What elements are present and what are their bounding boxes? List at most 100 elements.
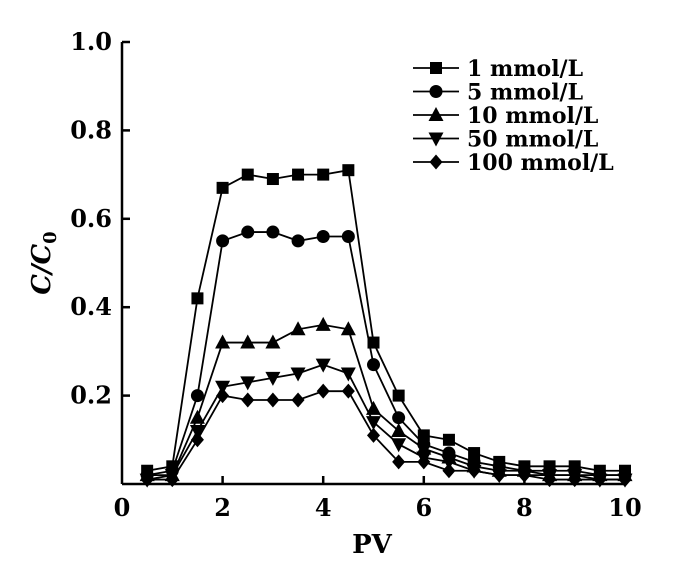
legend-marker <box>429 154 443 170</box>
y-tick-label: 1.0 <box>70 27 112 56</box>
data-point <box>190 432 204 448</box>
data-point <box>341 383 355 399</box>
data-point <box>315 316 331 331</box>
data-point <box>290 367 306 382</box>
data-point <box>265 371 281 386</box>
legend-marker <box>428 107 444 121</box>
data-point <box>517 467 531 483</box>
data-point <box>416 440 432 455</box>
data-point <box>266 173 279 186</box>
data-point <box>292 168 305 181</box>
series-3 <box>139 316 633 482</box>
data-point <box>366 416 381 431</box>
x-tick-label: 6 <box>415 493 432 522</box>
data-point <box>316 383 330 399</box>
legend-marker <box>430 62 442 74</box>
data-point <box>340 321 356 336</box>
legend-marker <box>428 132 444 147</box>
legend-item: 10 mmol/L <box>413 103 598 129</box>
data-point <box>189 409 205 424</box>
legend-label: 100 mmol/L <box>467 150 614 176</box>
series-4 <box>139 358 633 488</box>
data-point <box>266 392 280 408</box>
legend-label: 50 mmol/L <box>467 127 598 153</box>
data-point <box>240 376 256 391</box>
data-point <box>291 392 305 408</box>
data-point <box>241 225 255 239</box>
legend-marker <box>429 85 443 98</box>
data-point <box>441 455 457 470</box>
data-point <box>216 234 230 248</box>
data-point <box>392 411 406 425</box>
data-point <box>568 472 582 488</box>
data-point <box>215 334 231 349</box>
axes <box>120 42 625 486</box>
data-point <box>189 424 205 439</box>
data-point <box>618 472 632 488</box>
data-point <box>391 438 407 453</box>
x-tick-label: 2 <box>214 493 231 522</box>
data-point <box>467 463 481 479</box>
legend-label: 5 mmol/L <box>467 80 583 106</box>
data-point <box>165 472 179 488</box>
data-point <box>241 392 255 408</box>
data-point <box>290 321 306 336</box>
plot-area <box>139 164 633 488</box>
x-axis-label: PV <box>352 530 393 560</box>
data-point <box>316 229 330 243</box>
data-point <box>291 234 305 248</box>
data-point <box>317 168 330 181</box>
data-point <box>216 181 229 194</box>
data-point <box>366 400 381 415</box>
data-point <box>341 229 355 243</box>
legend-item: 50 mmol/L <box>413 127 598 153</box>
y-tick-label: 0.8 <box>70 115 112 144</box>
legend-label: 10 mmol/L <box>467 103 598 129</box>
data-point <box>367 358 380 372</box>
data-point <box>367 427 380 443</box>
y-tick-label: 0.4 <box>70 292 112 321</box>
y-axis-label-subscript: 0 <box>40 231 61 244</box>
legend-item: 100 mmol/L <box>413 150 614 176</box>
y-tick-label: 0.6 <box>70 204 112 233</box>
data-point <box>417 454 431 470</box>
data-point <box>241 168 254 181</box>
x-tick-label: 4 <box>315 493 332 522</box>
legend-item: 1 mmol/L <box>413 56 583 82</box>
data-point <box>492 467 506 483</box>
data-point <box>392 454 406 470</box>
legend-item: 5 mmol/L <box>413 80 583 106</box>
data-point <box>140 472 154 488</box>
data-point <box>442 463 456 479</box>
x-tick-label: 0 <box>114 493 131 522</box>
data-point <box>342 164 355 177</box>
series-2 <box>140 225 632 482</box>
data-point <box>216 388 230 404</box>
data-point <box>315 358 331 373</box>
series-1 <box>141 164 631 477</box>
data-point <box>442 433 455 446</box>
data-point <box>190 389 204 403</box>
data-point <box>593 472 607 488</box>
series-5 <box>140 383 632 488</box>
data-point <box>468 447 481 460</box>
x-tick-label: 8 <box>516 493 533 522</box>
x-tick-label: 10 <box>608 493 641 522</box>
y-axis-label-main: C/C <box>27 244 57 295</box>
data-point <box>191 292 204 305</box>
legend-label: 1 mmol/L <box>467 56 583 82</box>
data-point <box>417 429 430 442</box>
data-point <box>392 389 405 402</box>
data-point <box>265 334 281 349</box>
data-point <box>391 422 407 437</box>
data-point <box>543 472 557 488</box>
data-point <box>240 334 256 349</box>
data-point <box>340 367 356 382</box>
y-axis-label: C/C0 <box>27 231 61 294</box>
data-point <box>215 380 231 395</box>
data-point <box>266 225 280 239</box>
y-ticks: 0.2 0.4 0.6 0.8 1.0 <box>70 27 130 410</box>
series-line <box>146 169 625 472</box>
